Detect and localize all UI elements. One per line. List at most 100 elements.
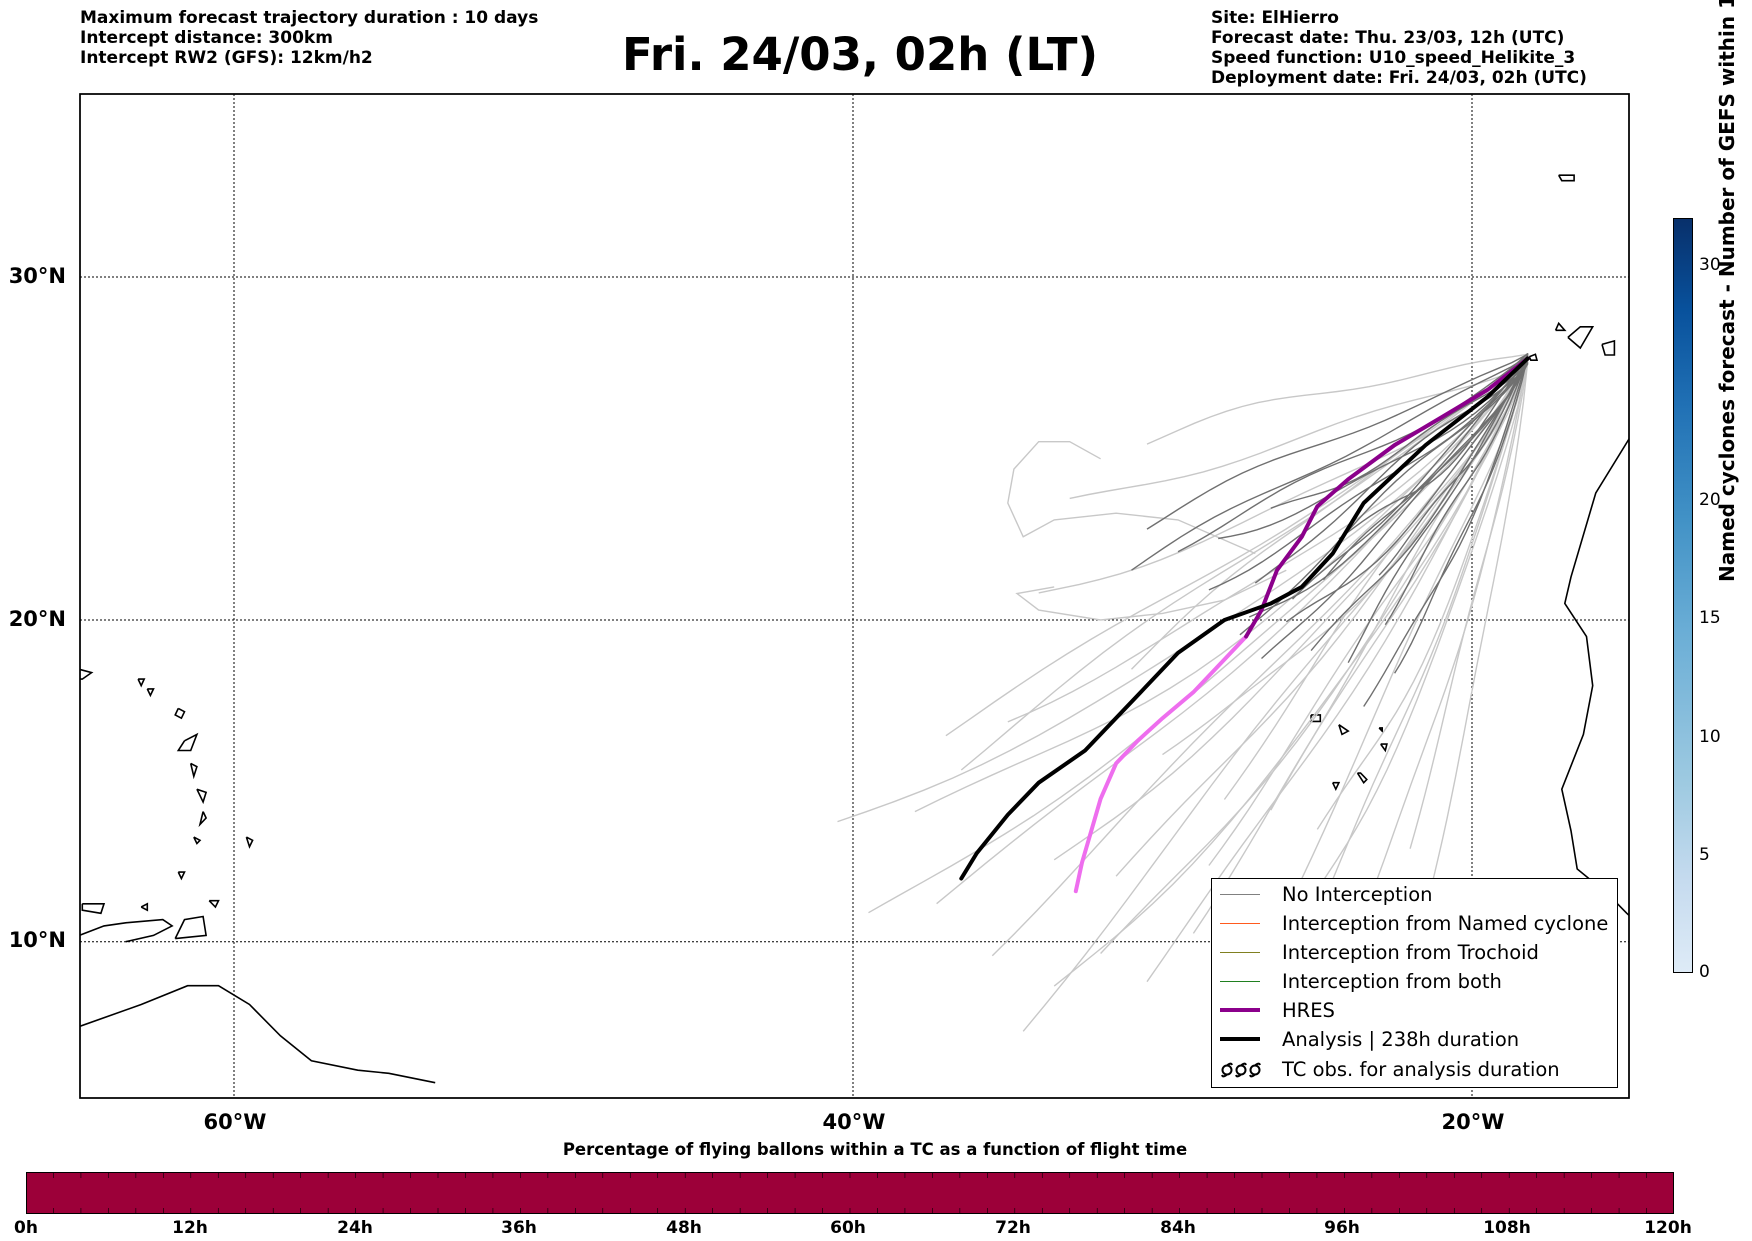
- legend-item-no-interception: No Interception: [1220, 881, 1433, 907]
- time-tick-label: 12h: [172, 1218, 208, 1238]
- coastline-segment: [177, 871, 186, 881]
- ensemble-trajectory: [1261, 363, 1529, 660]
- ensemble-trajectory: [1218, 358, 1529, 540]
- ensemble-trajectory: [1285, 362, 1529, 938]
- ensemble-trajectory: [1409, 358, 1529, 849]
- legend-thick-line-icon: [1220, 1008, 1260, 1012]
- ensemble-trajectory: [1316, 357, 1529, 830]
- ensemble-trajectory: [1394, 355, 1529, 674]
- colorbar-tick: 15: [1699, 608, 1721, 628]
- time-tick-label: 60h: [830, 1218, 866, 1238]
- ensemble-trajectory: [1192, 354, 1529, 934]
- coastline-segment: [196, 788, 208, 805]
- coastlines: [80, 174, 1629, 1084]
- ensemble-trajectory: [1015, 569, 1287, 621]
- ensemble-trajectory: [945, 354, 1529, 737]
- colorbar-tick: 30: [1699, 255, 1721, 275]
- coastline-segment: [174, 707, 186, 720]
- coastline-segment: [1356, 772, 1368, 784]
- named-cyclones-colorbar: [1673, 218, 1693, 973]
- coastline-segment: [176, 732, 199, 752]
- header-right: Site: ElHierro Forecast date: Thu. 23/03…: [1211, 8, 1587, 88]
- hres-trajectory: [1244, 356, 1530, 639]
- coastline-segment: [1554, 321, 1567, 332]
- time-tick-label: 96h: [1324, 1218, 1360, 1238]
- ensemble-trajectory: [1363, 353, 1529, 915]
- page-title: Fri. 24/03, 02h (LT): [621, 28, 1099, 81]
- lat-label-30n: 30°N: [8, 264, 66, 288]
- time-tick-label: 24h: [337, 1218, 373, 1238]
- ensemble-trajectory: [1285, 362, 1529, 623]
- forecast-date-text: Forecast date: Thu. 23/03, 12h (UTC): [1211, 28, 1565, 48]
- ensemble-trajectory: [1363, 353, 1529, 707]
- colorbar-bottom-title: Percentage of flying ballons within a TC…: [562, 1140, 1188, 1159]
- legend-item-trochoid: Interception from Trochoid: [1220, 939, 1539, 965]
- time-tick-label: 72h: [995, 1218, 1031, 1238]
- legend-thick-line-icon: [1220, 1037, 1260, 1041]
- coastline-segment: [80, 984, 436, 1084]
- ensemble-trajectory: [1069, 363, 1529, 500]
- max-duration-text: Maximum forecast trajectory duration : 1…: [80, 8, 539, 28]
- coastline-segment: [1528, 353, 1539, 361]
- coastline-segment: [174, 915, 208, 940]
- coastline-segment: [189, 762, 198, 780]
- legend-item-both: Interception from both: [1220, 968, 1502, 994]
- legend-line-icon: [1220, 980, 1260, 982]
- ensemble-trajectory: [1115, 358, 1529, 877]
- header-left: Maximum forecast trajectory duration : 1…: [80, 8, 538, 68]
- tc-symbol-icon: [1221, 1062, 1261, 1078]
- speed-function-text: Speed function: U10_speed_Helikite_3: [1211, 48, 1576, 68]
- intercept-rw2-text: Intercept RW2 (GFS): 12km/h2: [80, 48, 373, 68]
- lat-label-20n: 20°N: [8, 607, 66, 631]
- colorbar-tick: 10: [1699, 727, 1721, 747]
- deployment-date-text: Deployment date: Fri. 24/03, 02h (UTC): [1211, 68, 1587, 88]
- hres-trajectory-late: [1073, 634, 1249, 894]
- ensemble-trajectory: [1338, 354, 1529, 540]
- ensemble-trajectory: [1384, 354, 1529, 626]
- coastline-segment: [1558, 174, 1575, 182]
- main-trajectories: [959, 356, 1530, 894]
- analysis-trajectory: [959, 356, 1530, 881]
- colorbar-segment-ticks: [53, 1172, 1647, 1214]
- ensemble-trajectory: [1146, 353, 1529, 530]
- lon-label-40w: 40°W: [822, 1110, 886, 1134]
- coastline-segment: [137, 678, 146, 688]
- coastline-segment: [140, 902, 149, 912]
- coastline-segment: [208, 899, 220, 909]
- coastline-segment: [80, 918, 174, 943]
- coastline-segment: [1380, 743, 1388, 753]
- ensemble-trajectory: [1347, 353, 1529, 664]
- legend-item-analysis: Analysis | 238h duration: [1220, 1026, 1519, 1052]
- ensemble-trajectory: [1270, 363, 1529, 509]
- ensemble-trajectory: [1131, 355, 1529, 571]
- coastline-segment: [80, 668, 94, 680]
- coastline-segment: [81, 903, 106, 915]
- time-tick-label: 108h: [1483, 1218, 1531, 1238]
- ensemble-trajectory: [1310, 358, 1529, 652]
- coastline-segment: [1567, 326, 1595, 350]
- legend: No Interception Interception from Named …: [1211, 878, 1618, 1088]
- ensemble-trajectory: [914, 359, 1529, 813]
- legend-item-named-cyclone: Interception from Named cyclone: [1220, 910, 1608, 936]
- colorbar-tick: 20: [1699, 490, 1721, 510]
- coastline-segment: [1601, 339, 1616, 356]
- colorbar-tick: 0: [1699, 962, 1710, 982]
- legend-line-icon: [1220, 922, 1260, 924]
- ensemble-trajectories-no-interception: [1131, 352, 1529, 707]
- legend-line-icon: [1220, 951, 1260, 953]
- lon-label-60w: 60°W: [203, 1110, 267, 1134]
- ensemble-trajectory: [1146, 353, 1528, 445]
- coastline-segment: [146, 688, 155, 698]
- time-tick-label: 48h: [666, 1218, 702, 1238]
- colorbar-tick: 5: [1699, 845, 1710, 865]
- lat-label-10n: 10°N: [8, 928, 66, 952]
- ensemble-trajectory: [1322, 356, 1529, 581]
- legend-line-icon: [1220, 893, 1260, 895]
- legend-item-tc-obs: TC obs. for analysis duration: [1220, 1056, 1560, 1082]
- coastline-segment: [1560, 437, 1629, 917]
- time-tick-label: 84h: [1160, 1218, 1196, 1238]
- ensemble-trajectory: [1424, 360, 1529, 910]
- time-tick-label: 120h: [1644, 1218, 1692, 1238]
- ensemble-trajectory: [1378, 353, 1529, 576]
